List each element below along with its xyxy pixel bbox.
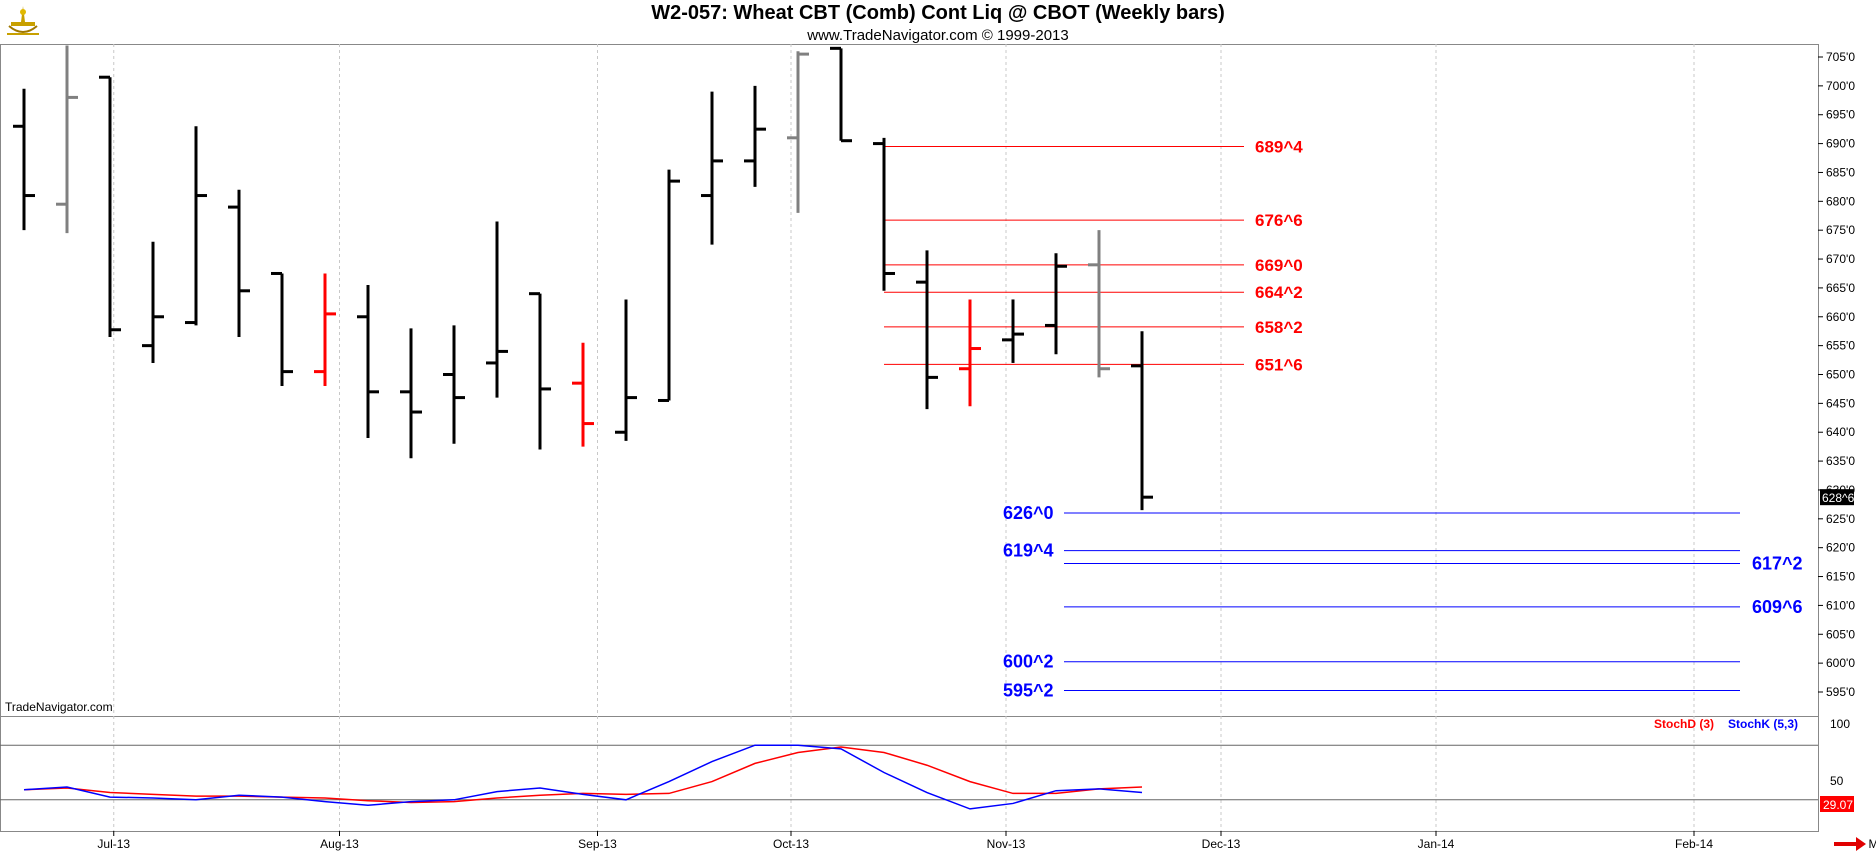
indicator-tick-label: 100	[1830, 717, 1850, 731]
x-tick-label: Oct-13	[773, 837, 809, 851]
support-label: 619^4	[1003, 541, 1054, 561]
price-tick-label: 695'0	[1826, 108, 1855, 122]
resistance-label: 664^2	[1255, 283, 1303, 302]
resistance-label: 676^6	[1255, 211, 1303, 230]
price-tick-label: 675'0	[1826, 223, 1855, 237]
price-tick-label: 610'0	[1826, 598, 1855, 612]
price-tick-label: 600'0	[1826, 656, 1855, 670]
price-tick-label: 655'0	[1826, 339, 1855, 353]
last-price-marker	[1820, 489, 1854, 506]
support-label: 600^2	[1003, 652, 1054, 672]
resistance-label: 651^6	[1255, 355, 1303, 374]
last-price-label: 628^6	[1822, 491, 1855, 505]
chart-title: W2-057: Wheat CBT (Comb) Cont Liq @ CBOT…	[651, 2, 1225, 24]
price-tick-label: 705'0	[1826, 50, 1855, 64]
indicator-series-line	[23, 746, 1143, 804]
resistance-label: 658^2	[1255, 318, 1303, 337]
price-tick-label: 685'0	[1826, 165, 1855, 179]
chart-subtitle: www.TradeNavigator.com © 1999-2013	[807, 27, 1069, 44]
resistance-label: 689^4	[1255, 137, 1303, 156]
price-tick-label: 605'0	[1826, 627, 1855, 641]
x-tick-label: Jul-13	[97, 837, 130, 851]
price-tick-label: 640'0	[1826, 425, 1855, 439]
x-tick-label: Dec-13	[1202, 837, 1241, 851]
price-tick-label: 700'0	[1826, 79, 1855, 93]
tradenavigator-logo-icon[interactable]	[3, 2, 43, 42]
x-tick-label: Nov-13	[987, 837, 1026, 851]
indicator-value-label: 29.07	[1823, 798, 1853, 812]
price-tick-label: 615'0	[1826, 570, 1855, 584]
x-tick-label: Jan-14	[1418, 837, 1455, 851]
indicator-panel-frame	[0, 716, 1819, 832]
support-label: 626^0	[1003, 503, 1054, 523]
legend-stochd: StochD (3)	[1654, 717, 1714, 731]
scroll-right-arrow-icon[interactable]	[1832, 836, 1868, 852]
legend-stochk: StochK (5,3)	[1728, 717, 1799, 731]
price-panel-frame	[0, 44, 1819, 717]
x-tick-label: Sep-13	[578, 837, 617, 851]
indicator-series-line	[23, 744, 1143, 810]
price-tick-label: 645'0	[1826, 396, 1855, 410]
price-tick-label: 635'0	[1826, 454, 1855, 468]
indicator-value-marker	[1820, 796, 1854, 812]
price-tick-label: 690'0	[1826, 137, 1855, 151]
price-tick-label: 660'0	[1826, 310, 1855, 324]
indicator-tick-label: 50	[1830, 774, 1844, 788]
resistance-label: 669^0	[1255, 256, 1303, 275]
price-tick-label: 620'0	[1826, 541, 1855, 555]
price-tick-label: 595'0	[1826, 685, 1855, 699]
price-tick-label: 680'0	[1826, 194, 1855, 208]
support-label: 617^2	[1752, 554, 1803, 574]
price-tick-label: 625'0	[1826, 512, 1855, 526]
x-tick-label: Mar-14	[1868, 837, 1876, 851]
watermark: TradeNavigator.com	[5, 700, 113, 714]
price-tick-label: 665'0	[1826, 281, 1855, 295]
x-tick-label: Feb-14	[1675, 837, 1713, 851]
price-tick-label: 670'0	[1826, 252, 1855, 266]
x-tick-label: Aug-13	[320, 837, 359, 851]
support-label: 609^6	[1752, 597, 1803, 617]
support-label: 595^2	[1003, 681, 1054, 701]
price-tick-label: 650'0	[1826, 368, 1855, 382]
